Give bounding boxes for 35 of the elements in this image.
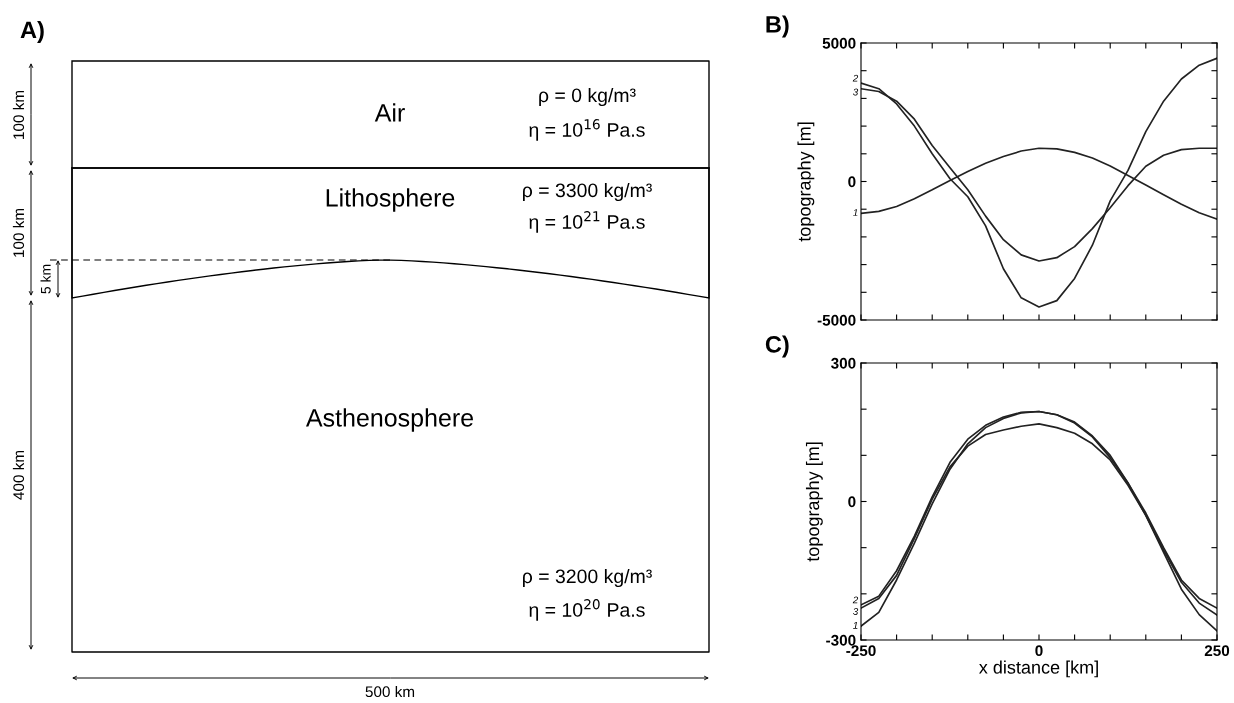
text: Asthenosphere [305, 408, 473, 432]
series-label: 2 [852, 74, 859, 82]
text: ρ = 0 kg/m³ [539, 87, 636, 107]
chart-title: C) [765, 335, 789, 358]
text: ρ = 3300 kg/m³ [523, 182, 652, 202]
chart-title: B) [766, 15, 789, 38]
series-label: 1 [853, 621, 858, 629]
text: Air [374, 103, 405, 122]
text: A) [20, 21, 44, 43]
text: ρ = 3200 kg/m³ [523, 568, 652, 588]
x-tick-label: 0 [1035, 645, 1043, 657]
series-label: 3 [853, 88, 859, 96]
y-tick-label: -300 [826, 634, 856, 646]
text: η = 10$^{16}$ Pa.s [529, 119, 645, 141]
y-axis-title: topography [m] [805, 442, 823, 562]
y-tick-label: -5000 [817, 314, 856, 326]
text: 100 km [12, 208, 25, 257]
text: 500 km [365, 685, 415, 698]
series-label: 1 [853, 209, 858, 216]
x-tick-label: 250 [1204, 645, 1230, 657]
text: 400 km [12, 450, 25, 500]
x-tick-label: -250 [846, 645, 876, 657]
x-axis-title: x distance [km] [979, 660, 1098, 678]
y-axis-title: topography [m] [797, 122, 815, 242]
text: 5 km [40, 264, 51, 294]
y-tick-label: 0 [848, 496, 856, 508]
text: Lithosphere [326, 188, 455, 212]
series-label: 2 [852, 596, 859, 604]
series-label: 3 [853, 608, 859, 615]
text: 100 km [12, 90, 25, 139]
y-tick-label: 0 [848, 176, 856, 188]
text: η = 10$^{20}$ Pa.s [529, 599, 645, 621]
y-tick-label: 5000 [822, 37, 856, 49]
y-tick-label: 300 [831, 357, 856, 369]
text: η = 10$^{21}$ Pa.s [529, 211, 645, 233]
